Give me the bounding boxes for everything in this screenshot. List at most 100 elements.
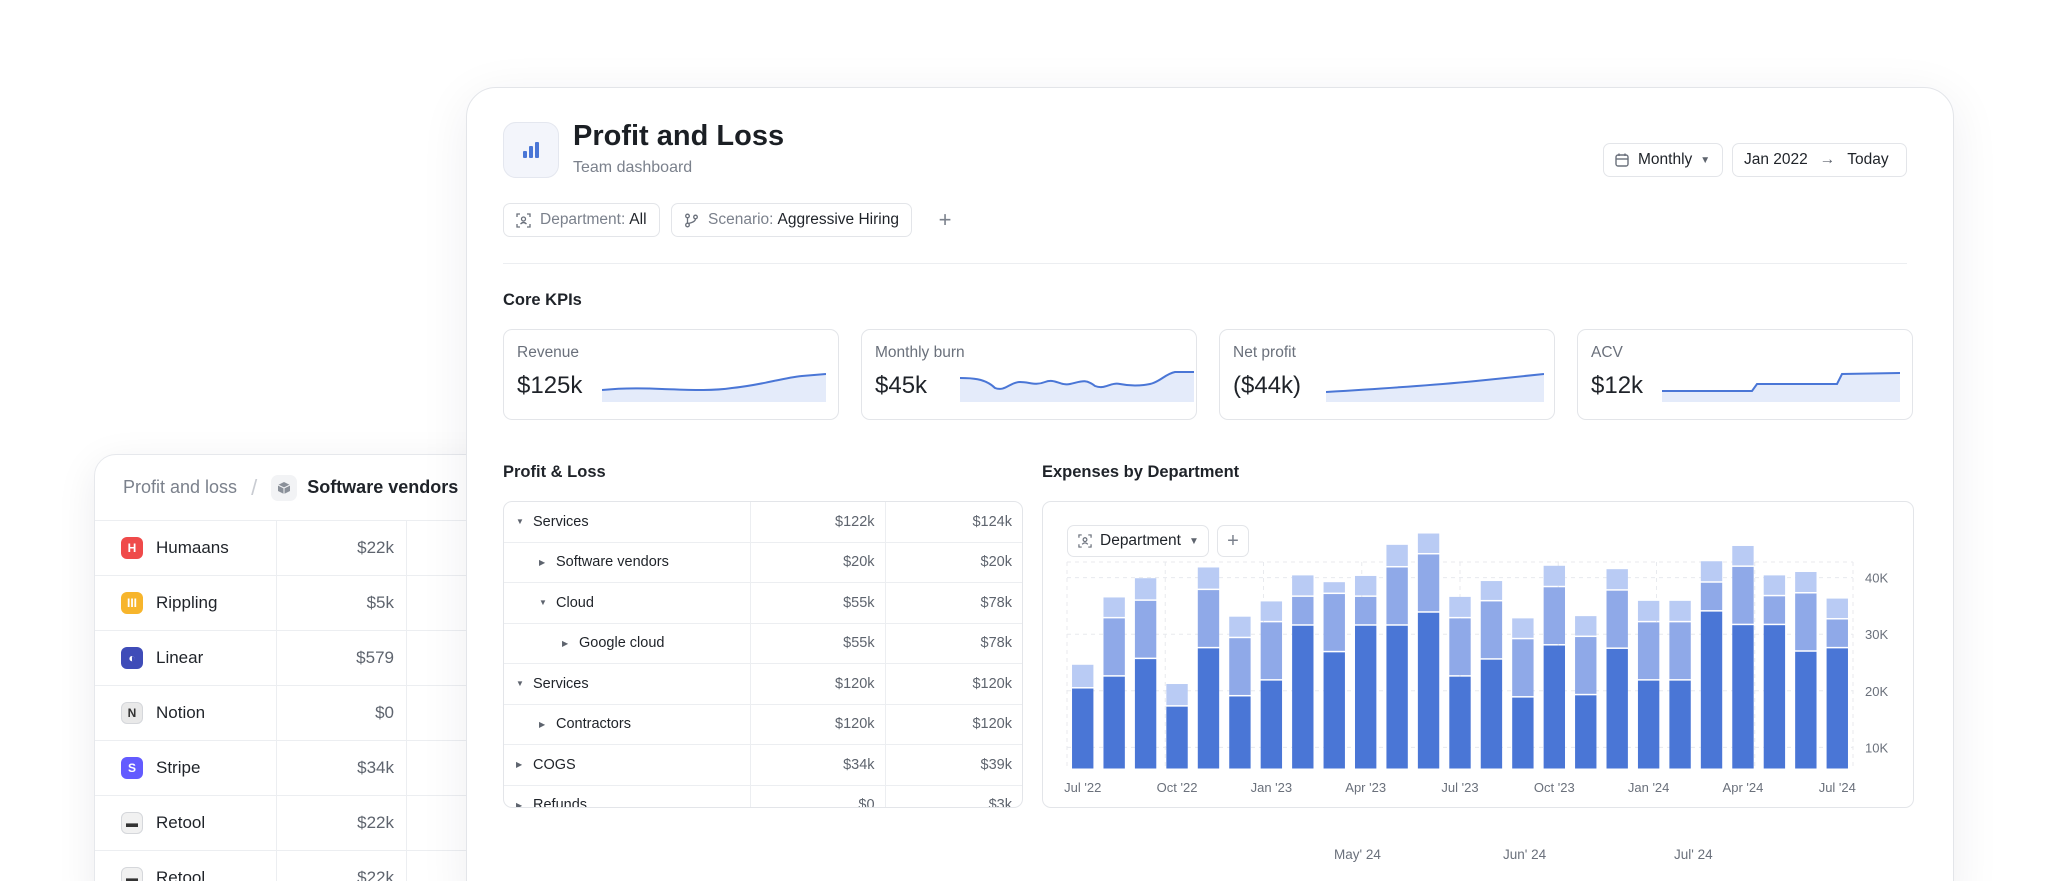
- breadcrumb-parent[interactable]: Profit and loss: [123, 477, 238, 497]
- bar-segment: [1323, 582, 1345, 593]
- date-range-picker[interactable]: Jan 2022 → Today: [1732, 143, 1907, 177]
- bar-segment: [1700, 561, 1723, 582]
- x-tick-label: Jan '23: [1251, 780, 1293, 795]
- collapse-icon[interactable]: ▼: [516, 679, 524, 689]
- pl-value-cell: $122k: [751, 502, 886, 542]
- expenses-chart-card: Department ▼ + 10K 20K 30K 40K Jul '22 Oct '2…: [1042, 501, 1914, 808]
- bar-segment: [1449, 618, 1471, 676]
- expand-icon[interactable]: ▶: [516, 760, 523, 770]
- bar-segment: [1197, 648, 1220, 769]
- kpi-value: $45k: [875, 372, 928, 399]
- vendor-row[interactable]: H Humaans $22k: [95, 521, 513, 576]
- bar-segment: [1103, 676, 1125, 769]
- kpi-card-acv[interactable]: ACV $12k: [1577, 329, 1913, 420]
- bar-segment: [1386, 544, 1408, 566]
- vendor-logo-icon: ▬: [121, 867, 143, 881]
- calendar-icon: [1615, 153, 1629, 167]
- acv-sparkline: [1662, 372, 1900, 402]
- kpi-value: $12k: [1591, 372, 1644, 399]
- vendor-logo-icon: N: [121, 702, 143, 724]
- pl-row[interactable]: ▶ Software vendors $20k $20k: [504, 542, 1022, 583]
- kpi-label: Monthly burn: [875, 344, 965, 361]
- bar-segment: [1386, 567, 1408, 625]
- bar-segment: [1795, 572, 1817, 592]
- x-tick-label: Oct '23: [1534, 780, 1575, 795]
- expand-icon[interactable]: ▶: [562, 638, 569, 648]
- vendor-name-cell: ◐ Linear: [95, 631, 277, 685]
- expand-icon[interactable]: ▶: [539, 719, 546, 729]
- bar-segment: [1292, 596, 1314, 625]
- bar-segment: [1575, 695, 1597, 769]
- pl-label-cell: ▶ Software vendors: [504, 542, 752, 582]
- pl-value-cell: $20k: [751, 542, 886, 582]
- x-tick-label: Jul '22: [1064, 780, 1101, 795]
- range-end: Today: [1847, 151, 1889, 168]
- vendor-logo-icon: III: [121, 592, 143, 614]
- period-select[interactable]: Monthly ▼: [1603, 143, 1723, 177]
- bar-segment: [1543, 645, 1566, 769]
- bar-segment: [1543, 587, 1566, 645]
- pl-value-cell: $120k: [751, 704, 886, 744]
- vendor-name-cell: N Notion: [95, 686, 277, 740]
- kpi-value: ($44k): [1233, 372, 1302, 399]
- pl-table: ▼ Services $122k $124k ▶ Software vendors $20k…: [503, 501, 1023, 808]
- bar-segment: [1763, 625, 1786, 769]
- divider: [503, 263, 1907, 264]
- pl-row[interactable]: ▼ Cloud $55k $78k: [504, 583, 1022, 624]
- vendor-name: Retool: [156, 868, 206, 881]
- vendor-name-cell: H Humaans: [95, 521, 277, 575]
- bar-segment: [1229, 638, 1251, 695]
- pl-row-label: Cloud: [556, 594, 594, 611]
- vendor-row[interactable]: III Rippling $5k: [95, 576, 513, 631]
- kpi-card-monthly-burn[interactable]: Monthly burn $45k: [861, 329, 1197, 420]
- bar-segment: [1354, 575, 1377, 596]
- group-by-select[interactable]: Department ▼: [1067, 525, 1209, 557]
- collapse-icon[interactable]: ▼: [516, 517, 524, 527]
- bar-segment: [1103, 618, 1125, 676]
- vendor-name: Notion: [156, 703, 206, 722]
- bar-segment: [1669, 622, 1691, 680]
- bar-segment: [1072, 664, 1094, 688]
- vendor-row[interactable]: ▬ Retool $22k: [95, 851, 513, 881]
- vendor-row[interactable]: N Notion $0: [95, 686, 513, 741]
- bar-segment: [1669, 600, 1691, 621]
- y-tick-label: 10K: [1865, 740, 1888, 755]
- pl-row-label: Software vendors: [556, 554, 669, 571]
- pl-row[interactable]: ▼ Services $120k $120k: [504, 664, 1022, 705]
- department-filter[interactable]: Department: All: [503, 203, 660, 237]
- bar-segment: [1700, 582, 1723, 611]
- net-profit-sparkline: [1326, 373, 1544, 402]
- pl-row[interactable]: ▶ COGS $34k $39k: [504, 745, 1022, 786]
- pl-row[interactable]: ▼ Services $122k $124k: [504, 502, 1022, 543]
- collapse-icon[interactable]: ▼: [539, 598, 547, 608]
- bar-segment: [1826, 619, 1848, 647]
- scenario-filter[interactable]: Scenario: Aggressive Hiring: [671, 203, 912, 237]
- bar-segment: [1512, 618, 1534, 638]
- bar-segment: [1543, 565, 1566, 586]
- breadcrumb: Profit and loss / Software vendors: [95, 455, 513, 521]
- pl-row[interactable]: ▶ Refunds $0 $3k: [504, 785, 1022, 808]
- range-start: Jan 2022: [1744, 151, 1808, 168]
- vendor-value: $579: [277, 631, 407, 685]
- add-grouping-button[interactable]: +: [1217, 525, 1249, 557]
- kpi-card-net-profit[interactable]: Net profit ($44k): [1219, 329, 1555, 420]
- pl-label-cell: ▶ COGS: [504, 745, 752, 785]
- add-filter-button[interactable]: +: [938, 207, 952, 232]
- bar-segment: [1795, 593, 1817, 651]
- pl-row[interactable]: ▶ Contractors $120k $120k: [504, 704, 1022, 745]
- kpi-card-revenue[interactable]: Revenue $125k: [503, 329, 839, 420]
- bar-segment: [1417, 612, 1440, 769]
- pl-row[interactable]: ▶ Google cloud $55k $78k: [504, 623, 1022, 664]
- vendor-row[interactable]: S Stripe $34k: [95, 741, 513, 796]
- vendor-name: Humaans: [156, 538, 229, 557]
- bar-segment: [1134, 659, 1157, 769]
- vendor-row[interactable]: ◐ Linear $579: [95, 631, 513, 686]
- expand-icon[interactable]: ▶: [539, 557, 546, 567]
- breadcrumb-current: Software vendors: [307, 477, 459, 497]
- vendor-name-cell: S Stripe: [95, 741, 277, 795]
- expand-icon[interactable]: ▶: [516, 800, 523, 808]
- vendor-row[interactable]: ▬ Retool $22k: [95, 796, 513, 851]
- pl-value-cell: $39k: [980, 756, 1012, 773]
- pl-row-label: Services: [533, 513, 589, 530]
- bar-segment: [1354, 625, 1377, 769]
